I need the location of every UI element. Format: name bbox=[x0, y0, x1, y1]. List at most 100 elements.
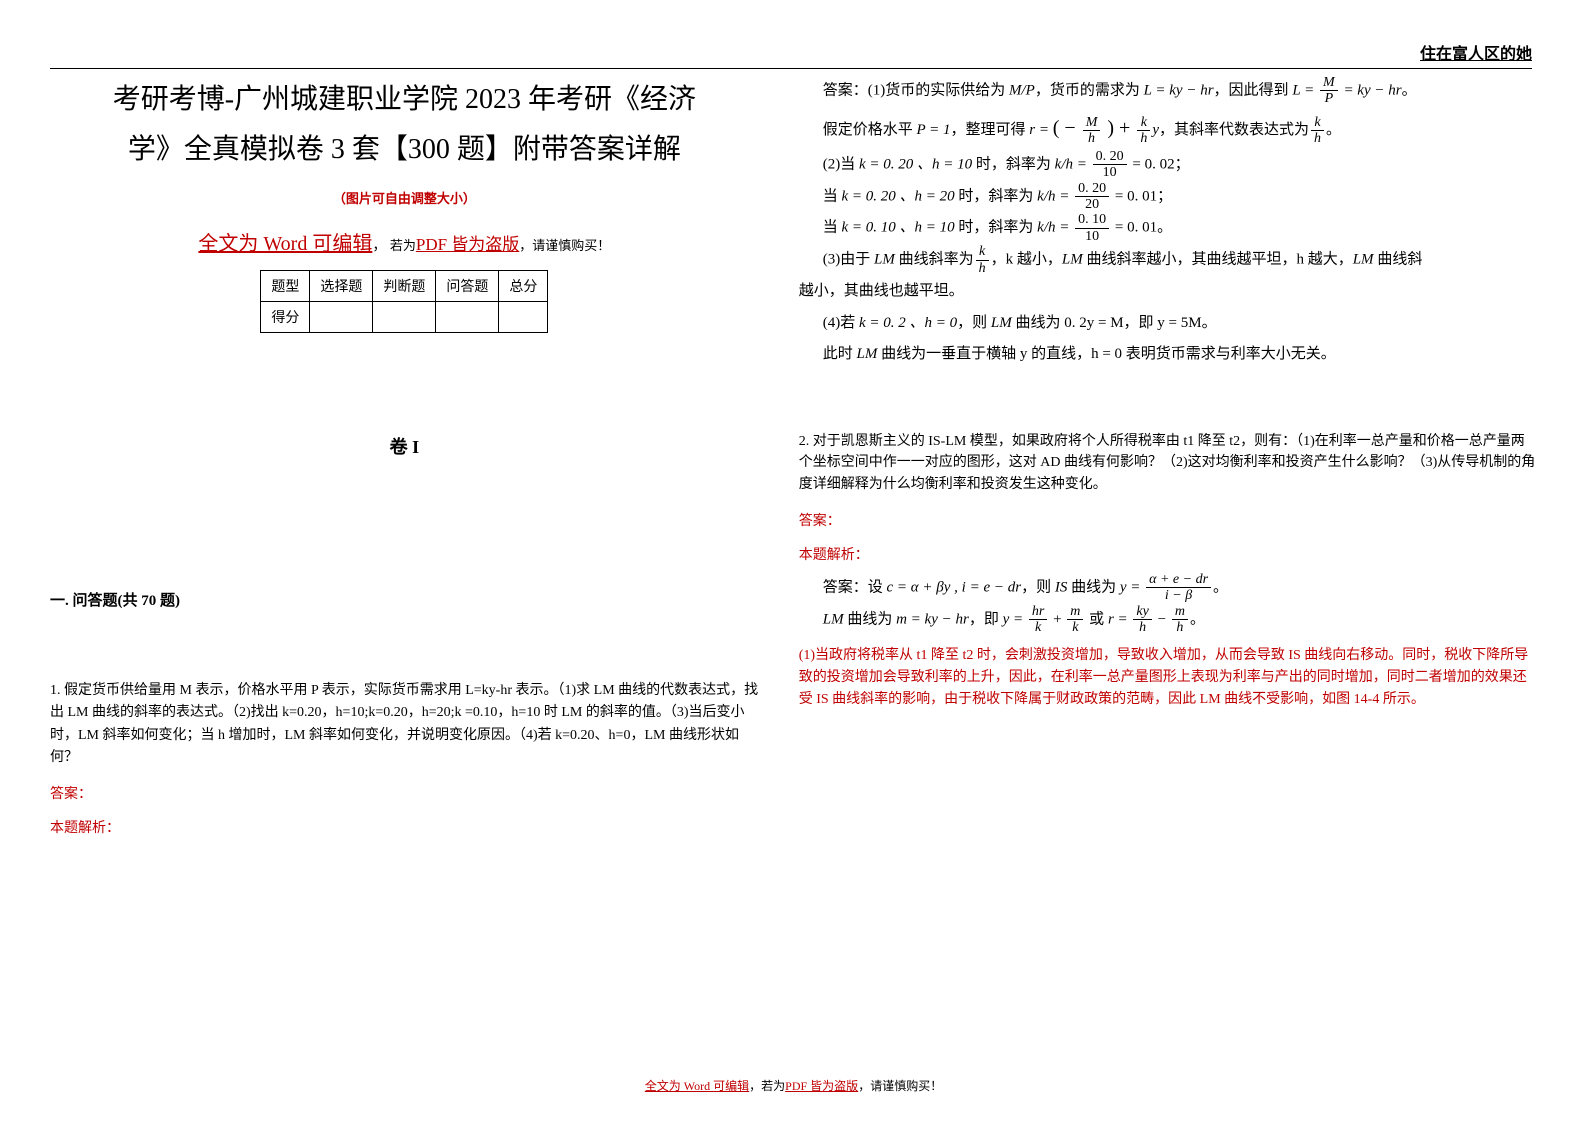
t: 曲线斜率越小，其曲线越平坦，h 越大， bbox=[1083, 252, 1353, 268]
den: k bbox=[1067, 620, 1083, 635]
t: ； bbox=[1157, 188, 1172, 204]
num: m bbox=[1067, 604, 1083, 620]
t: LM bbox=[991, 315, 1012, 331]
fraction: 0. 2010 bbox=[1093, 149, 1127, 181]
fraction: MP bbox=[1320, 75, 1338, 107]
edit-notice: 全文为 Word 可编辑， 若为PDF 皆为盗版，请谨慎购买！ bbox=[50, 227, 759, 256]
t: L = bbox=[1292, 82, 1318, 98]
footer-t: ，请谨慎购买！ bbox=[858, 1079, 942, 1093]
t: = 0. 01 bbox=[1111, 188, 1157, 204]
t: 或 bbox=[1085, 611, 1108, 627]
den: i − β bbox=[1146, 588, 1211, 603]
sol-line-6b: 越小，其曲线也越平坦。 bbox=[799, 276, 1537, 308]
footer-t: ，若为 bbox=[749, 1079, 785, 1093]
section-heading: 一. 问答题(共 70 题) bbox=[50, 589, 759, 610]
t: k/h = bbox=[1037, 188, 1073, 204]
t: ，因此得到 bbox=[1214, 82, 1293, 98]
th-qa: 问答题 bbox=[436, 270, 499, 301]
t: 。 bbox=[1213, 579, 1228, 595]
num: 0. 20 bbox=[1093, 149, 1127, 165]
t: LM bbox=[857, 346, 878, 362]
footer-notice: 全文为 Word 可编辑，若为PDF 皆为盗版，请谨慎购买！ bbox=[0, 1077, 1587, 1094]
t: y = bbox=[1003, 611, 1027, 627]
t: LM bbox=[823, 611, 844, 627]
den: 20 bbox=[1075, 197, 1109, 212]
table-row: 题型 选择题 判断题 问答题 总分 bbox=[261, 270, 548, 301]
question-1: 1. 假定货币供给量用 M 表示，价格水平用 P 表示，实际货币需求用 L=ky… bbox=[50, 680, 759, 770]
num: hr bbox=[1029, 604, 1047, 620]
edit-word-link: 全文为 Word 可编辑 bbox=[198, 233, 372, 255]
den: h bbox=[1133, 620, 1151, 635]
right-column: 答案：(1)货币的实际供给为 M/P，货币的需求为 L = ky − hr，因此… bbox=[799, 75, 1537, 837]
t: k/h = bbox=[1037, 220, 1073, 236]
t: 。 bbox=[1202, 315, 1217, 331]
den: 10 bbox=[1075, 229, 1109, 244]
top-divider bbox=[50, 68, 1532, 69]
num: M bbox=[1320, 75, 1338, 91]
t: 时，斜率为 bbox=[955, 220, 1038, 236]
sol-line-1: 答案：(1)货币的实际供给为 M/P，货币的需求为 L = ky − hr，因此… bbox=[799, 75, 1537, 107]
t: LM bbox=[1353, 252, 1374, 268]
t: 曲线斜率为 bbox=[895, 252, 974, 268]
fraction: kh bbox=[976, 244, 989, 276]
title-line-2: 学》全真模拟卷 3 套【300 题】附带答案详解 bbox=[50, 125, 759, 175]
t: 答案：(1)货币的实际供给为 bbox=[823, 82, 1009, 98]
num: k bbox=[976, 244, 989, 260]
t: = ky − hr bbox=[1340, 82, 1402, 98]
den: h bbox=[1137, 131, 1150, 146]
den: P bbox=[1320, 91, 1338, 106]
fraction: mk bbox=[1067, 604, 1083, 636]
t: LM bbox=[874, 252, 895, 268]
t: ) + bbox=[1102, 117, 1135, 139]
q1-answer-label: 答案： bbox=[50, 783, 759, 803]
t: − bbox=[1154, 611, 1170, 627]
header-right-text: 住在富人区的她 bbox=[1420, 40, 1532, 64]
t: 当 bbox=[823, 188, 842, 204]
t: ，即 bbox=[969, 611, 1003, 627]
fraction: kh bbox=[1311, 115, 1324, 147]
t: + bbox=[1049, 611, 1065, 627]
den: h bbox=[1083, 131, 1101, 146]
cell-empty bbox=[310, 301, 373, 332]
t: (4)若 bbox=[823, 315, 859, 331]
t: 曲线为一垂直于横轴 y 的直线，h = 0 表明货币需求与利率大小无关。 bbox=[877, 346, 1335, 362]
num: ky bbox=[1133, 604, 1151, 620]
t: 当 bbox=[823, 220, 842, 236]
subtitle-red: （图片可自由调整大小） bbox=[50, 188, 759, 207]
question-2: 2. 对于凯恩斯主义的 IS-LM 模型，如果政府将个人所得税率由 t1 降至 … bbox=[799, 431, 1537, 496]
fraction: kyh bbox=[1133, 604, 1151, 636]
t: ，货币的需求为 bbox=[1035, 82, 1144, 98]
t: r = bbox=[1029, 122, 1052, 138]
footer-word: 全文为 Word 可编辑 bbox=[645, 1079, 749, 1093]
num: α + e − dr bbox=[1146, 572, 1211, 588]
t: LM bbox=[1062, 252, 1083, 268]
t: 时，斜率为 bbox=[955, 188, 1038, 204]
num: k bbox=[1137, 115, 1150, 131]
t: = 0. 01 bbox=[1111, 220, 1157, 236]
t: k/h = bbox=[1055, 156, 1091, 172]
t: y bbox=[1152, 122, 1159, 138]
t: m = ky − hr bbox=[896, 611, 969, 627]
th-type: 题型 bbox=[261, 270, 310, 301]
row-label: 得分 bbox=[261, 301, 310, 332]
t: 曲线斜 bbox=[1374, 252, 1423, 268]
t: c = α + βy , i = e − dr bbox=[887, 579, 1022, 595]
fraction: 0. 1010 bbox=[1075, 212, 1109, 244]
den: h bbox=[1172, 620, 1188, 635]
t: M/P bbox=[1009, 82, 1035, 98]
footer-pdf: PDF 皆为盗版 bbox=[785, 1079, 858, 1093]
t: 曲线为 bbox=[844, 611, 897, 627]
t: 。 bbox=[1157, 220, 1172, 236]
q2-red-paragraph: (1)当政府将税率从 t1 降至 t2 时，会刺激投资增加，导致收入增加，从而会… bbox=[799, 645, 1537, 710]
fraction: kh bbox=[1137, 115, 1150, 147]
fraction: 0. 2020 bbox=[1075, 181, 1109, 213]
edit-pdf-link: PDF 皆为盗版 bbox=[416, 235, 519, 254]
t: 曲线为 0. 2y = M，即 y = 5M bbox=[1012, 315, 1202, 331]
den: 10 bbox=[1093, 165, 1127, 180]
volume-label: 卷 I bbox=[50, 433, 759, 459]
left-column: 考研考博-广州城建职业学院 2023 年考研《经济 学》全真模拟卷 3 套【30… bbox=[50, 75, 759, 837]
th-choice: 选择题 bbox=[310, 270, 373, 301]
title-line-1: 考研考博-广州城建职业学院 2023 年考研《经济 bbox=[50, 75, 759, 125]
t: k = 0. 20 、h = 20 bbox=[842, 188, 955, 204]
cell-empty bbox=[373, 301, 436, 332]
